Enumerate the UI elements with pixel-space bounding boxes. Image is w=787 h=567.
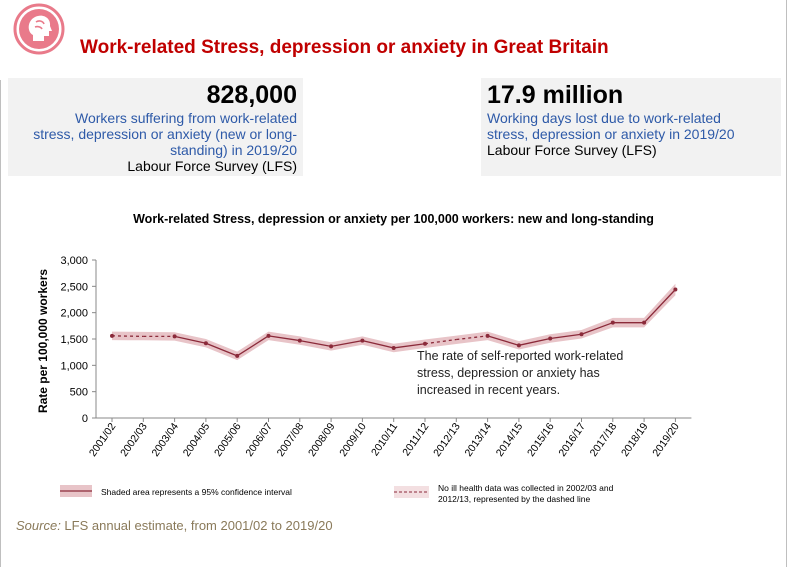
line-chart: 0 500 1,000 1,500 2,000 2,500 3,000 Rate per 10… <box>36 255 692 504</box>
data-point <box>360 338 365 343</box>
stat-value: 828,000 <box>206 81 297 109</box>
data-point <box>297 338 302 343</box>
stat-description-line: Workers suffering from work-related <box>75 110 297 126</box>
data-point <box>235 353 240 358</box>
stat-source: Labour Force Survey (LFS) <box>127 158 297 174</box>
x-tick-label: 2010/11 <box>369 421 400 458</box>
series-line <box>550 333 582 340</box>
data-point <box>642 320 647 325</box>
series-line <box>487 335 520 346</box>
head-profile-icon <box>13 3 65 55</box>
series-line <box>330 339 363 348</box>
stat-description-line: Working days lost due to work-related <box>487 110 721 126</box>
stat-description-line: standing) in 2019/20 <box>170 142 297 158</box>
y-tick-label: 1,500 <box>60 334 88 346</box>
series-line <box>393 343 426 349</box>
footer-source: Source: LFS annual estimate, from 2001/0… <box>16 518 333 533</box>
data-point <box>391 345 396 350</box>
data-point <box>548 336 553 341</box>
x-tick-label: 2006/07 <box>243 421 275 459</box>
stat-description: Workers suffering from work-related stre… <box>8 110 297 158</box>
frame-line <box>0 80 1 567</box>
data-point <box>172 334 177 339</box>
source-text: LFS annual estimate, from 2001/02 to 201… <box>60 518 333 533</box>
data-point <box>579 332 584 337</box>
x-tick-label: 2005/06 <box>212 421 244 459</box>
legend-label: 2012/13, represented by the dashed line <box>438 494 590 504</box>
stat-card-days-lost: 17.9 million Working days lost due to wo… <box>481 78 781 176</box>
stat-description: Working days lost due to work-related st… <box>487 110 781 142</box>
x-tick-label: 2013/14 <box>462 421 494 459</box>
confidence-band <box>112 283 676 361</box>
x-tick-label: 2002/03 <box>118 421 150 459</box>
data-point <box>266 333 271 338</box>
y-axis-label: Rate per 100,000 workers <box>36 269 50 413</box>
chart-title: Work-related Stress, depression or anxie… <box>133 212 654 226</box>
page-title: Work-related Stress, depression or anxie… <box>80 37 609 58</box>
y-tick-label: 500 <box>70 387 88 399</box>
legend-label: Shaded area represents a 95% confidence … <box>101 487 292 497</box>
series-line <box>518 337 551 346</box>
x-tick-label: 2016/17 <box>556 421 588 459</box>
x-tick-label: 2004/05 <box>181 421 213 459</box>
series-line <box>236 335 269 357</box>
y-tick-label: 3,000 <box>60 255 88 267</box>
y-tick-label: 2,000 <box>60 308 88 320</box>
data-point <box>485 333 490 338</box>
x-tick-label: 2009/10 <box>337 421 369 459</box>
source-label: Source: <box>16 518 61 533</box>
data-point <box>516 343 521 348</box>
series-line <box>205 342 238 357</box>
annotation-line: increased in recent years. <box>417 383 560 397</box>
annotation-line: The rate of self-reported work-related <box>417 349 623 363</box>
x-tick-label: 2019/20 <box>650 421 682 459</box>
data-point <box>610 320 615 325</box>
x-tick-label: 2008/09 <box>306 421 338 459</box>
y-tick-label: 2,500 <box>60 281 88 293</box>
stat-description-line: stress, depression or anxiety (new or lo… <box>33 126 297 142</box>
series-line <box>268 335 300 342</box>
series-line <box>174 335 207 344</box>
data-point <box>329 344 334 349</box>
x-tick-label: 2007/08 <box>275 421 307 459</box>
data-point <box>423 341 427 346</box>
series-line <box>362 339 394 349</box>
x-tick-label: 2011/12 <box>400 421 431 458</box>
x-tick-label: 2015/16 <box>525 421 557 459</box>
series-line <box>581 322 614 335</box>
series-line-dashed <box>424 338 457 345</box>
data-point <box>110 333 114 338</box>
series-line <box>299 339 332 348</box>
series-line-dashed <box>456 335 488 341</box>
y-tick-label: 1,000 <box>60 360 88 372</box>
data-point <box>203 341 208 346</box>
x-tick-label: 2017/18 <box>588 421 620 459</box>
x-tick-label: 2018/19 <box>619 421 651 459</box>
stat-source: Labour Force Survey (LFS) <box>487 142 657 158</box>
x-tick-label: 2001/02 <box>87 421 119 459</box>
legend-label: No ill health data was collected in 2002… <box>438 483 614 493</box>
x-tick-label: 2012/13 <box>431 421 463 459</box>
series-line <box>643 289 676 324</box>
annotation-line: stress, depression or anxiety has <box>417 366 600 380</box>
stat-value: 17.9 million <box>487 81 624 109</box>
series-line-dashed <box>111 335 144 338</box>
data-point <box>673 287 678 292</box>
x-tick-label: 2014/15 <box>494 421 526 459</box>
stat-card-workers: 828,000 Workers suffering from work-rela… <box>8 78 303 176</box>
stat-description-line: stress, depression or anxiety in 2019/20 <box>487 126 735 142</box>
y-tick-label: 0 <box>82 413 88 425</box>
x-tick-label: 2003/04 <box>149 421 181 459</box>
